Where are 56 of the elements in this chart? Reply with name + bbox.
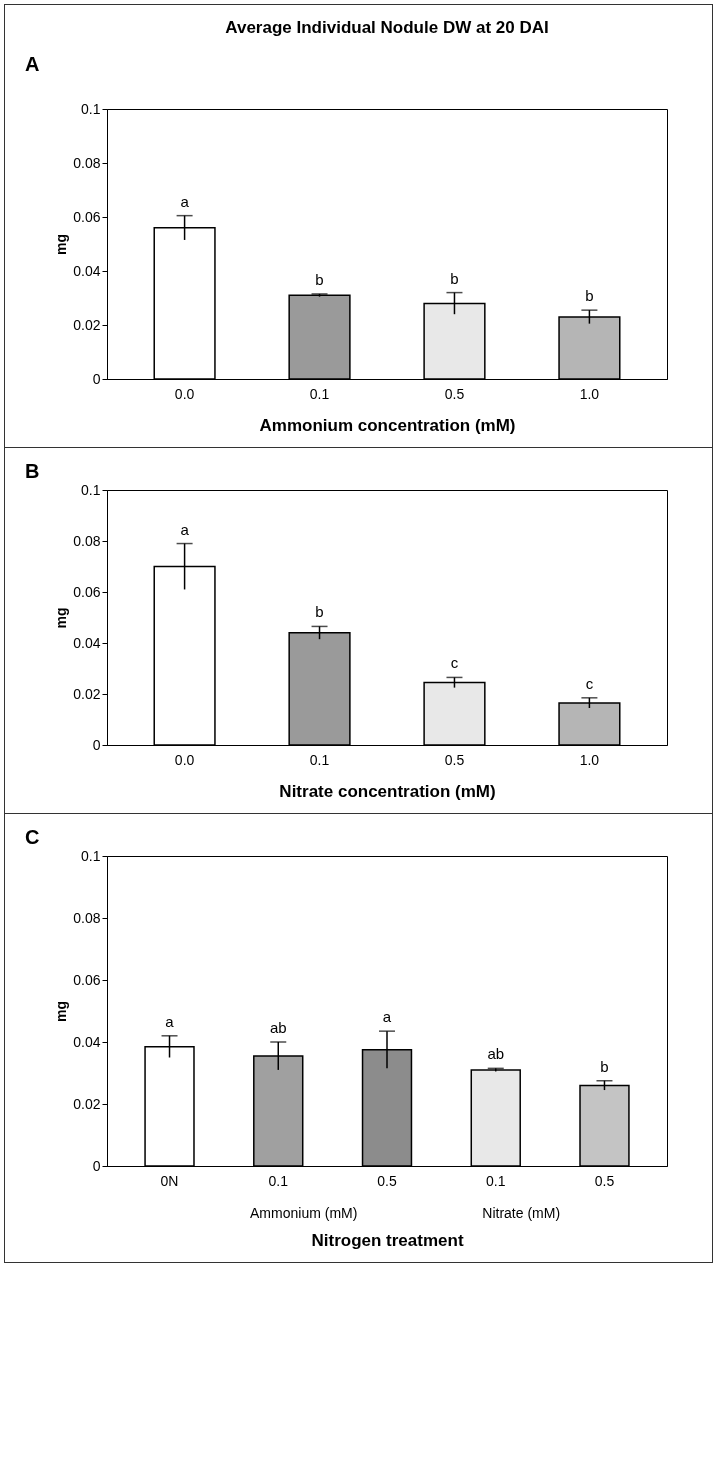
data-label: b (315, 603, 324, 621)
y-axis-title: mg (53, 234, 70, 255)
data-label: b (585, 287, 594, 305)
x-tick-label: 0.1 (268, 1172, 289, 1189)
x-tick-label: 0.1 (309, 751, 330, 768)
text: Nitrate (mM) (482, 1205, 561, 1221)
y-tick-label: 0.1 (81, 481, 101, 498)
data-label: a (382, 1008, 392, 1026)
text: Ammonium (mM) (250, 1205, 358, 1221)
data-label: a (180, 192, 190, 210)
y-tick-label: 0.04 (73, 1033, 101, 1050)
x-tick-label: 0.5 (594, 1172, 615, 1189)
data-label: c (585, 674, 594, 692)
y-axis-title: mg (53, 1001, 70, 1022)
x-axis-title: Nitrogen treatment (311, 1230, 464, 1250)
text: C (25, 826, 40, 848)
data-label: c (450, 654, 459, 672)
y-tick-label: 0.08 (73, 532, 101, 549)
y-tick-label: 0.08 (73, 909, 101, 926)
data-label: a (180, 520, 190, 538)
x-tick-label: 1.0 (579, 385, 600, 402)
y-tick-label: 0.02 (73, 1095, 101, 1112)
chart-title: Average Individual Nodule DW at 20 DAI (225, 18, 549, 37)
x-tick-label: 0.5 (377, 1172, 397, 1189)
x-tick-label: 0.0 (174, 751, 195, 768)
text: A (25, 53, 40, 75)
text: B (25, 460, 40, 482)
y-tick-label: 0.04 (73, 262, 101, 279)
x-tick-label: 0.5 (444, 385, 465, 402)
y-tick-label: 0.06 (73, 971, 101, 988)
data-label: ab (487, 1045, 505, 1063)
y-tick-label: 0 (92, 370, 101, 387)
x-tick-label: 0.1 (486, 1172, 506, 1189)
y-tick-label: 0.1 (81, 847, 101, 864)
x-axis-title: Ammonium concentration (mM) (259, 415, 516, 435)
x-tick-label: 0.5 (444, 751, 465, 768)
x-tick-label: 0.0 (174, 385, 195, 402)
data-label: ab (269, 1019, 287, 1036)
x-tick-label: 0N (160, 1172, 179, 1189)
y-tick-label: 0.06 (73, 583, 101, 600)
y-axis-title: mg (53, 607, 70, 629)
y-tick-label: 0 (92, 736, 101, 753)
data-label: b (450, 269, 459, 287)
x-axis-title: Nitrate concentration (mM) (279, 781, 496, 801)
y-tick-label: 0.02 (73, 685, 101, 702)
data-label: b (600, 1057, 609, 1075)
x-tick-label: 0.1 (309, 385, 330, 402)
y-tick-label: 0.06 (73, 208, 101, 225)
y-tick-label: 0.02 (73, 316, 101, 333)
y-tick-label: 0.08 (73, 154, 101, 171)
x-tick-label: 1.0 (579, 751, 600, 768)
data-label: b (315, 270, 324, 288)
data-label: a (165, 1012, 175, 1030)
y-tick-label: 0.1 (81, 100, 101, 117)
y-tick-label: 0.04 (73, 634, 101, 651)
y-tick-label: 0 (92, 1157, 101, 1174)
